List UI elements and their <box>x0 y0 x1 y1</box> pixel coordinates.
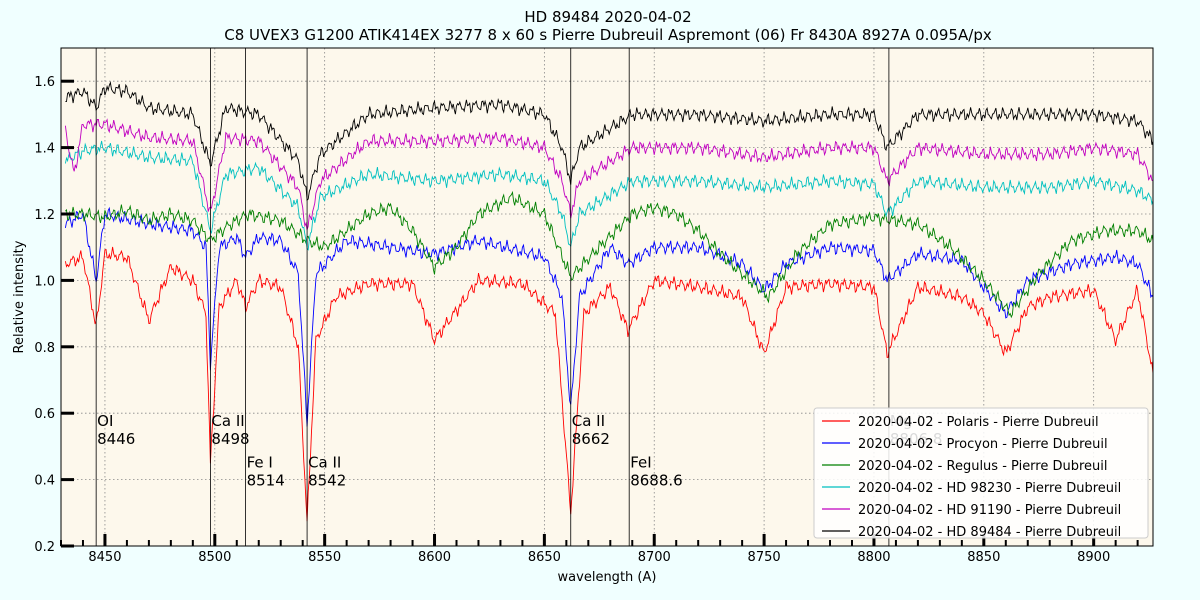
legend-label: 2020-04-02 - Regulus - Pierre Dubreuil <box>858 459 1108 474</box>
x-tick-label: 8800 <box>857 550 890 565</box>
chart-subtitle: C8 UVEX3 G1200 ATIK414EX 3277 8 x 60 s P… <box>224 26 992 44</box>
x-tick-label: 8850 <box>967 550 1000 565</box>
x-tick-label: 8700 <box>638 550 671 565</box>
spectral-line-label: Ca II <box>308 453 341 471</box>
y-tick-label: 0.4 <box>34 474 55 489</box>
series-lines <box>64 81 1154 522</box>
spectral-line-wavelength: 8542 <box>308 471 346 489</box>
series-line <box>64 140 1154 251</box>
series-line <box>64 246 1154 522</box>
y-tick-label: 0.6 <box>34 407 55 422</box>
y-tick-label: 1.2 <box>34 208 55 223</box>
spectral-line-label: Fe I <box>247 453 273 471</box>
y-axis-label: Relative intensity <box>12 240 27 353</box>
x-tick-label: 8750 <box>748 550 781 565</box>
y-tick-label: 0.2 <box>34 540 55 555</box>
x-axis-label: wavelength (A) <box>558 570 657 585</box>
spectral-line-label: OI <box>97 412 113 430</box>
spectral-line-wavelength: 8688.6 <box>630 471 683 489</box>
plot-frame <box>60 47 1154 547</box>
series-line <box>65 81 1154 202</box>
x-tick-label: 8650 <box>528 550 561 565</box>
spectral-line-label: FeI <box>630 453 651 471</box>
y-tick-label: 1.0 <box>34 274 55 289</box>
series-line <box>65 190 1154 319</box>
x-tick-label: 8450 <box>88 550 121 565</box>
series-line <box>64 118 1154 230</box>
legend-box <box>813 407 1149 539</box>
legend-label: 2020-04-02 - HD 91190 - Pierre Dubreuil <box>858 503 1121 518</box>
x-tick-label: 8500 <box>198 550 231 565</box>
y-axis-ticks: 0.2 0.4 0.6 0.8 1.0 1.2 1.4 1.6 <box>34 75 74 555</box>
legend-label: 2020-04-02 - Procyon - Pierre Dubreuil <box>858 437 1108 452</box>
spectral-line-wavelength: 8662 <box>572 430 610 448</box>
legend-label: 2020-04-02 - Polaris - Pierre Dubreuil <box>858 415 1099 430</box>
legend-label: 2020-04-02 - HD 89484 - Pierre Dubreuil <box>858 525 1121 540</box>
y-tick-label: 1.4 <box>34 142 55 157</box>
x-tick-label: 8550 <box>308 550 341 565</box>
legend: 2020-04-02 - Polaris - Pierre Dubreuil 20… <box>813 407 1149 540</box>
spectral-line-wavelength: 8514 <box>247 471 285 489</box>
spectral-line-wavelength: 8446 <box>97 430 135 448</box>
spectral-line-wavelength: 8498 <box>211 430 249 448</box>
y-tick-label: 0.8 <box>34 341 55 356</box>
series-line <box>64 206 1154 427</box>
chart-title: HD 89484 2020-04-02 <box>524 8 691 26</box>
y-tick-label: 1.6 <box>34 75 55 90</box>
spectral-line-label: Ca II <box>211 412 244 430</box>
spectral-line-label: Ca II <box>572 412 605 430</box>
legend-label: 2020-04-02 - HD 98230 - Pierre Dubreuil <box>858 481 1121 496</box>
x-tick-label: 8600 <box>418 550 451 565</box>
x-tick-label: 8900 <box>1077 550 1110 565</box>
